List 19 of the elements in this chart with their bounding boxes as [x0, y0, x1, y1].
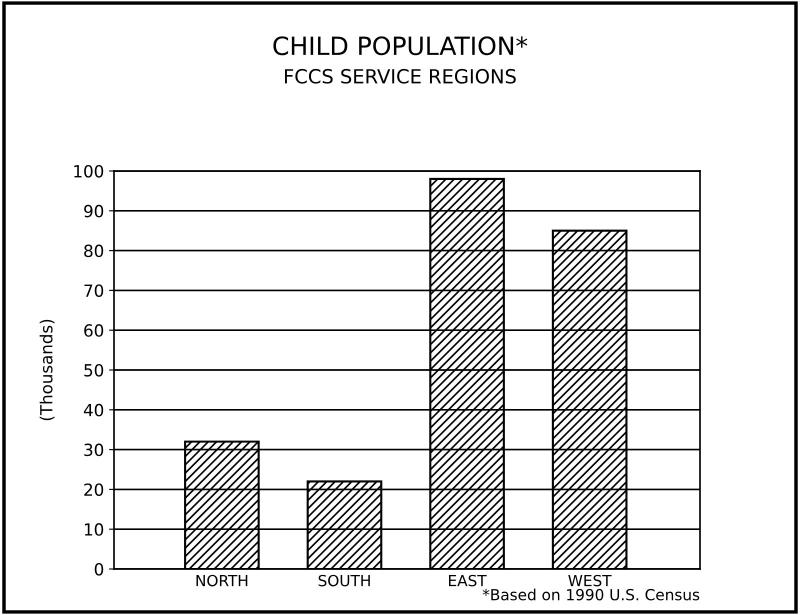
text: *Based on 1990 U.S. Census — [482, 588, 700, 600]
x-tick-label: WEST — [568, 574, 612, 586]
y-tick-label: 70 — [84, 284, 104, 297]
y-tick-label: 40 — [84, 404, 104, 416]
y-tick-label: 50 — [84, 364, 104, 377]
y-tick-label: 20 — [84, 483, 104, 496]
x-tick-label: EAST — [449, 574, 487, 586]
y-tick-label: 60 — [84, 324, 104, 337]
y-tick-label: 90 — [84, 204, 104, 218]
y-tick-label: 10 — [84, 523, 104, 536]
chart-title: CHILD POPULATION* — [273, 36, 528, 56]
y-axis-title: (Thousands) — [40, 320, 55, 420]
y-tick-label: 0 — [94, 562, 104, 576]
y-tick-label: 30 — [84, 444, 104, 456]
x-tick-label: NORTH — [196, 574, 248, 586]
x-tick-label: SOUTH — [318, 574, 370, 586]
y-tick-label: 80 — [84, 244, 104, 258]
chart-subtitle: FCCS SERVICE REGIONS — [285, 68, 516, 84]
y-tick-label: 100 — [74, 164, 104, 178]
